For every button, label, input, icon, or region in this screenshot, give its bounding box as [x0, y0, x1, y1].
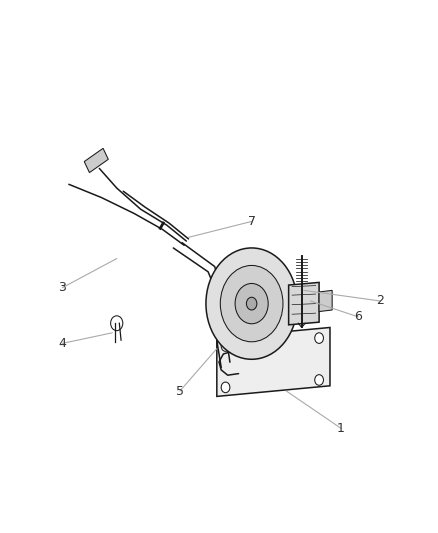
- Text: 4: 4: [58, 337, 66, 350]
- Circle shape: [235, 284, 268, 324]
- Text: 6: 6: [354, 310, 362, 324]
- Circle shape: [315, 375, 323, 385]
- Circle shape: [247, 297, 257, 310]
- Circle shape: [221, 382, 230, 393]
- Circle shape: [206, 248, 297, 359]
- Text: 1: 1: [337, 422, 345, 435]
- Polygon shape: [84, 148, 108, 173]
- Text: 7: 7: [247, 215, 256, 228]
- Circle shape: [221, 341, 230, 351]
- Polygon shape: [289, 282, 319, 325]
- Circle shape: [111, 316, 123, 330]
- Text: 3: 3: [58, 281, 66, 294]
- Text: 2: 2: [376, 294, 384, 308]
- Text: 5: 5: [176, 385, 184, 398]
- Polygon shape: [319, 290, 332, 312]
- Polygon shape: [217, 327, 330, 397]
- Circle shape: [220, 265, 283, 342]
- Circle shape: [315, 333, 323, 343]
